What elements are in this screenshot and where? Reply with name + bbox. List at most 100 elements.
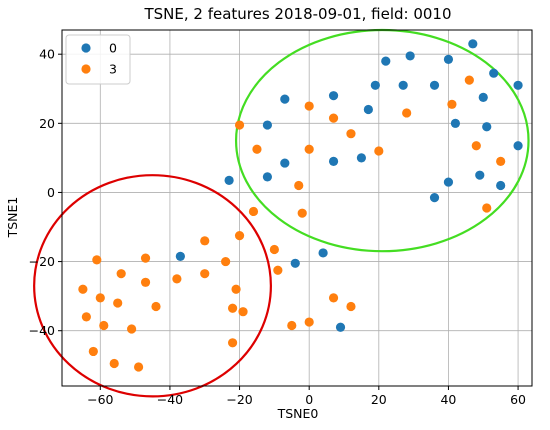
- legend-label-0: 0: [109, 41, 117, 56]
- legend-marker-0: [81, 43, 91, 53]
- point-series-3: [113, 298, 123, 308]
- point-series-3: [447, 99, 457, 109]
- point-series-0: [489, 68, 499, 78]
- y-tick-label: 0: [47, 185, 55, 200]
- point-series-0: [496, 180, 506, 191]
- point-series-3: [304, 317, 314, 327]
- point-series-3: [151, 301, 161, 312]
- point-series-3: [81, 312, 91, 322]
- point-series-0: [262, 172, 273, 182]
- point-series-3: [221, 256, 231, 267]
- point-series-3: [464, 75, 474, 85]
- point-series-3: [234, 231, 245, 241]
- point-series-3: [374, 146, 384, 156]
- point-series-0: [398, 80, 408, 90]
- point-series-0: [513, 141, 523, 151]
- point-series-3: [252, 144, 262, 154]
- point-series-3: [227, 338, 238, 348]
- point-series-3: [109, 358, 119, 369]
- x-tick-label: −40: [157, 392, 183, 407]
- point-series-0: [513, 80, 523, 90]
- plot-area: [61, 29, 533, 387]
- point-series-0: [443, 54, 454, 64]
- point-series-0: [175, 251, 185, 261]
- y-axis-ticks: −40 −20 0 20 40: [29, 47, 62, 338]
- x-tick-label: 60: [510, 392, 526, 407]
- point-series-0: [429, 193, 440, 203]
- point-series-0: [450, 118, 461, 128]
- chart-title: TSNE, 2 features 2018-09-01, field: 0010: [143, 5, 451, 23]
- point-series-3: [496, 156, 506, 166]
- x-axis-ticks: −60 −40 −20 0 20 40 60: [87, 386, 526, 407]
- legend-label-3: 3: [109, 62, 117, 77]
- point-series-3: [140, 277, 151, 287]
- point-series-0: [328, 156, 339, 166]
- point-series-3: [248, 206, 259, 217]
- point-series-0: [335, 322, 346, 332]
- point-series-0: [370, 80, 380, 90]
- point-series-3: [200, 236, 210, 246]
- point-series-3: [95, 293, 105, 303]
- point-series-3: [116, 269, 126, 279]
- y-tick-label: 40: [39, 47, 55, 62]
- x-tick-label: −20: [226, 392, 252, 407]
- point-series-3: [238, 307, 248, 317]
- point-series-0: [280, 94, 290, 104]
- point-series-3: [482, 203, 492, 213]
- point-series-0: [328, 91, 339, 101]
- point-series-3: [287, 320, 297, 331]
- legend-box: [65, 34, 131, 85]
- x-axis-label: TSNE0: [277, 406, 319, 421]
- point-series-3: [92, 255, 102, 265]
- point-series-0: [468, 39, 478, 49]
- legend: 03: [65, 34, 131, 85]
- point-series-0: [478, 92, 488, 102]
- point-series-3: [234, 120, 245, 130]
- point-series-3: [328, 113, 339, 123]
- point-series-0: [356, 153, 367, 163]
- point-series-3: [227, 303, 238, 313]
- y-tick-label: 20: [39, 116, 55, 131]
- point-series-0: [318, 248, 328, 258]
- point-series-0: [363, 104, 373, 115]
- data-points: [78, 39, 523, 372]
- point-series-0: [381, 56, 391, 66]
- point-series-3: [99, 320, 109, 331]
- point-series-3: [328, 293, 339, 303]
- point-series-3: [78, 284, 88, 294]
- point-series-3: [127, 324, 137, 334]
- point-series-3: [471, 141, 481, 151]
- point-series-3: [346, 129, 356, 139]
- point-series-3: [200, 269, 210, 279]
- point-series-3: [273, 265, 283, 275]
- point-series-0: [482, 122, 492, 132]
- point-series-3: [304, 144, 314, 154]
- x-tick-label: 0: [305, 392, 313, 407]
- point-series-3: [172, 274, 182, 284]
- x-tick-label: 40: [440, 392, 456, 407]
- point-series-3: [140, 253, 151, 263]
- annotation-ellipse-1: [33, 174, 272, 398]
- annotation-ellipses: [33, 28, 530, 398]
- point-series-0: [429, 80, 440, 90]
- point-series-0: [262, 120, 273, 130]
- point-series-0: [224, 175, 234, 185]
- point-series-0: [443, 177, 454, 187]
- point-series-3: [402, 108, 412, 118]
- point-series-3: [294, 180, 304, 191]
- point-series-3: [304, 101, 314, 111]
- y-tick-label: −40: [29, 323, 55, 338]
- point-series-0: [280, 158, 290, 168]
- point-series-3: [297, 208, 307, 218]
- x-tick-label: −60: [87, 392, 113, 407]
- y-axis-label: TSNE1: [5, 197, 20, 239]
- point-series-0: [475, 170, 485, 180]
- point-series-0: [290, 258, 300, 268]
- point-series-3: [346, 301, 356, 312]
- legend-marker-3: [81, 64, 91, 74]
- x-tick-label: 20: [371, 392, 387, 407]
- point-series-3: [133, 362, 144, 372]
- point-series-0: [405, 51, 415, 61]
- point-series-3: [88, 346, 98, 357]
